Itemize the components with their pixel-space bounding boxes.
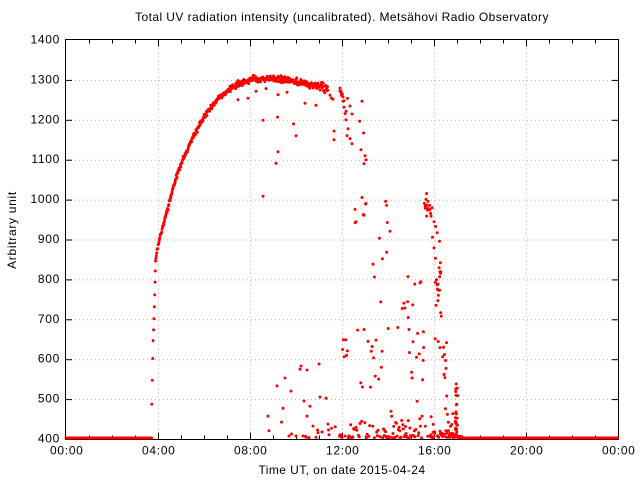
- svg-text:600: 600: [38, 352, 60, 366]
- svg-text:400: 400: [38, 432, 60, 446]
- svg-text:1400: 1400: [31, 33, 61, 47]
- svg-text:Arbitrary unit: Arbitrary unit: [5, 191, 19, 269]
- svg-text:700: 700: [38, 312, 60, 326]
- svg-text:1200: 1200: [31, 112, 61, 126]
- svg-text:00:00: 00:00: [602, 444, 636, 458]
- svg-text:Time UT, on date 2015-04-24: Time UT, on date 2015-04-24: [259, 463, 426, 477]
- svg-text:Total UV radiation intensity (: Total UV radiation intensity (uncalibrat…: [135, 10, 549, 24]
- svg-text:08:00: 08:00: [234, 444, 268, 458]
- svg-text:1000: 1000: [31, 192, 61, 206]
- svg-text:500: 500: [38, 392, 60, 406]
- svg-text:900: 900: [38, 232, 60, 246]
- svg-text:20:00: 20:00: [510, 444, 544, 458]
- svg-text:16:00: 16:00: [418, 444, 452, 458]
- svg-text:04:00: 04:00: [142, 444, 176, 458]
- svg-text:800: 800: [38, 272, 60, 286]
- svg-text:1300: 1300: [31, 72, 61, 86]
- svg-text:1100: 1100: [31, 152, 60, 166]
- svg-text:12:00: 12:00: [326, 444, 360, 458]
- svg-text:00:00: 00:00: [50, 444, 84, 458]
